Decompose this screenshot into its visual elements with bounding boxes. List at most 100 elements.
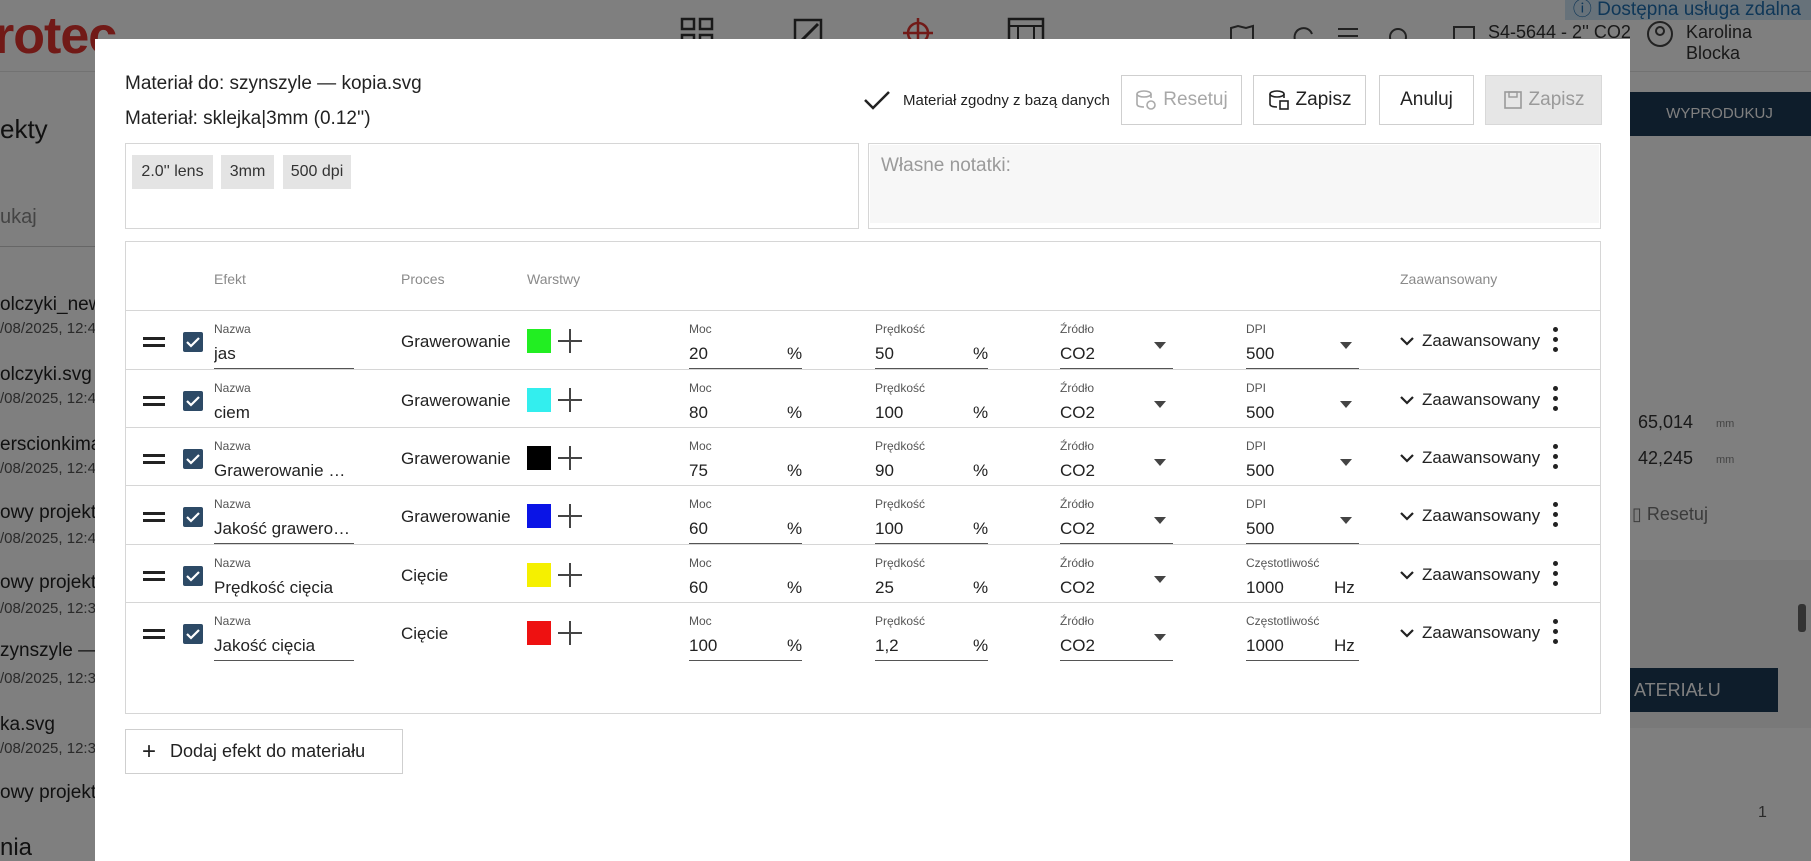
input-underline bbox=[214, 368, 354, 369]
power-input[interactable]: 60 bbox=[689, 578, 708, 597]
add-effect-button[interactable]: + Dodaj efekt do materiału bbox=[125, 729, 403, 774]
chevron-down-icon[interactable] bbox=[1154, 342, 1166, 349]
source-label: Źródło bbox=[1060, 614, 1095, 628]
chevron-down-icon bbox=[1400, 512, 1414, 521]
power-unit: % bbox=[787, 344, 803, 363]
chevron-down-icon[interactable] bbox=[1340, 459, 1352, 466]
cancel-button[interactable]: Anuluj bbox=[1379, 75, 1474, 125]
layer-color-swatch[interactable] bbox=[527, 388, 551, 412]
advanced-toggle[interactable]: Zaawansowany bbox=[1400, 563, 1540, 587]
last-field-input[interactable]: 1000 bbox=[1246, 636, 1284, 655]
effect-name-input[interactable]: Jakość grawero… bbox=[214, 519, 351, 538]
layer-color-swatch[interactable] bbox=[527, 504, 551, 528]
advanced-toggle[interactable]: Zaawansowany bbox=[1400, 446, 1540, 470]
last-field-label: Częstotliwość bbox=[1246, 556, 1320, 570]
effect-name-input[interactable]: Prędkość cięcia bbox=[214, 578, 334, 597]
effect-name-input[interactable]: jas bbox=[214, 344, 236, 363]
add-layer-icon[interactable] bbox=[556, 502, 584, 530]
header-effect: Efekt bbox=[214, 271, 246, 287]
source-select[interactable]: CO2 bbox=[1060, 344, 1095, 363]
save-to-database-label: Zapisz bbox=[1295, 89, 1352, 110]
drag-handle-icon[interactable] bbox=[143, 454, 165, 464]
advanced-toggle[interactable]: Zaawansowany bbox=[1400, 388, 1540, 412]
last-field-input[interactable]: 500 bbox=[1246, 344, 1275, 363]
effect-name-input[interactable]: ciem bbox=[214, 403, 250, 422]
speed-input[interactable]: 100 bbox=[875, 403, 904, 422]
effect-name-input[interactable]: Jakość cięcia bbox=[214, 636, 316, 655]
power-label: Moc bbox=[689, 497, 712, 511]
chevron-down-icon bbox=[1400, 337, 1414, 346]
effect-checkbox[interactable] bbox=[183, 566, 203, 586]
speed-input[interactable]: 1,2 bbox=[875, 636, 899, 655]
speed-input[interactable]: 25 bbox=[875, 578, 894, 597]
effect-checkbox[interactable] bbox=[183, 449, 203, 469]
advanced-toggle[interactable]: Zaawansowany bbox=[1400, 329, 1540, 353]
drag-handle-icon[interactable] bbox=[143, 396, 165, 406]
more-options-icon[interactable] bbox=[1553, 327, 1559, 355]
chevron-down-icon[interactable] bbox=[1340, 342, 1352, 349]
layer-color-swatch[interactable] bbox=[527, 621, 551, 645]
effect-checkbox[interactable] bbox=[183, 332, 203, 352]
speed-input[interactable]: 50 bbox=[875, 344, 894, 363]
layer-color-swatch[interactable] bbox=[527, 563, 551, 587]
input-underline bbox=[1246, 368, 1359, 369]
more-options-icon[interactable] bbox=[1553, 386, 1559, 414]
drag-handle-icon[interactable] bbox=[143, 337, 165, 347]
layer-color-swatch[interactable] bbox=[527, 329, 551, 353]
drag-handle-icon[interactable] bbox=[143, 629, 165, 639]
source-select[interactable]: CO2 bbox=[1060, 578, 1095, 597]
effect-row: Nazwa Jakość cięcia Cięcie Moc 100 % Prę… bbox=[126, 602, 1600, 669]
effect-checkbox[interactable] bbox=[183, 624, 203, 644]
save-button[interactable]: Zapisz bbox=[1485, 75, 1602, 125]
last-field-input[interactable]: 500 bbox=[1246, 519, 1275, 538]
source-select[interactable]: CO2 bbox=[1060, 403, 1095, 422]
advanced-toggle[interactable]: Zaawansowany bbox=[1400, 504, 1540, 528]
chevron-down-icon[interactable] bbox=[1154, 576, 1166, 583]
add-layer-icon[interactable] bbox=[556, 619, 584, 647]
power-input[interactable]: 20 bbox=[689, 344, 708, 363]
add-layer-icon[interactable] bbox=[556, 444, 584, 472]
more-options-icon[interactable] bbox=[1553, 561, 1559, 589]
speed-input[interactable]: 100 bbox=[875, 519, 904, 538]
layer-color-swatch[interactable] bbox=[527, 446, 551, 470]
more-options-icon[interactable] bbox=[1553, 444, 1559, 472]
chevron-down-icon[interactable] bbox=[1340, 401, 1352, 408]
effects-table: Efekt Proces Warstwy Zaawansowany Nazwa … bbox=[125, 241, 1601, 714]
drag-handle-icon[interactable] bbox=[143, 512, 165, 522]
last-field-input[interactable]: 500 bbox=[1246, 403, 1275, 422]
material-for-title: Materiał do: szynszyle — kopia.svg bbox=[125, 73, 422, 94]
chevron-down-icon[interactable] bbox=[1154, 401, 1166, 408]
input-underline bbox=[1060, 543, 1173, 544]
source-select[interactable]: CO2 bbox=[1060, 519, 1095, 538]
source-select[interactable]: CO2 bbox=[1060, 461, 1095, 480]
more-options-icon[interactable] bbox=[1553, 502, 1559, 530]
speed-input[interactable]: 90 bbox=[875, 461, 894, 480]
chevron-down-icon[interactable] bbox=[1154, 459, 1166, 466]
more-options-icon[interactable] bbox=[1553, 619, 1559, 647]
add-layer-icon[interactable] bbox=[556, 327, 584, 355]
last-field-input[interactable]: 500 bbox=[1246, 461, 1275, 480]
power-input[interactable]: 60 bbox=[689, 519, 708, 538]
save-to-database-button[interactable]: Zapisz bbox=[1253, 75, 1366, 125]
add-layer-icon[interactable] bbox=[556, 386, 584, 414]
source-select[interactable]: CO2 bbox=[1060, 636, 1095, 655]
power-unit: % bbox=[787, 461, 803, 480]
advanced-toggle[interactable]: Zaawansowany bbox=[1400, 621, 1540, 645]
chevron-down-icon[interactable] bbox=[1154, 634, 1166, 641]
power-input[interactable]: 80 bbox=[689, 403, 708, 422]
effect-name-input[interactable]: Grawerowanie – … bbox=[214, 461, 352, 480]
reset-button[interactable]: Resetuj bbox=[1121, 75, 1242, 125]
name-label: Nazwa bbox=[214, 556, 251, 570]
effect-checkbox[interactable] bbox=[183, 507, 203, 527]
advanced-label: Zaawansowany bbox=[1422, 390, 1541, 409]
notes-input[interactable] bbox=[870, 145, 1599, 223]
power-input[interactable]: 100 bbox=[689, 636, 718, 655]
drag-handle-icon[interactable] bbox=[143, 571, 165, 581]
add-layer-icon[interactable] bbox=[556, 561, 584, 589]
process-value: Grawerowanie bbox=[401, 391, 511, 410]
last-field-input[interactable]: 1000 bbox=[1246, 578, 1284, 597]
chevron-down-icon[interactable] bbox=[1154, 517, 1166, 524]
chevron-down-icon[interactable] bbox=[1340, 517, 1352, 524]
power-input[interactable]: 75 bbox=[689, 461, 708, 480]
effect-checkbox[interactable] bbox=[183, 391, 203, 411]
